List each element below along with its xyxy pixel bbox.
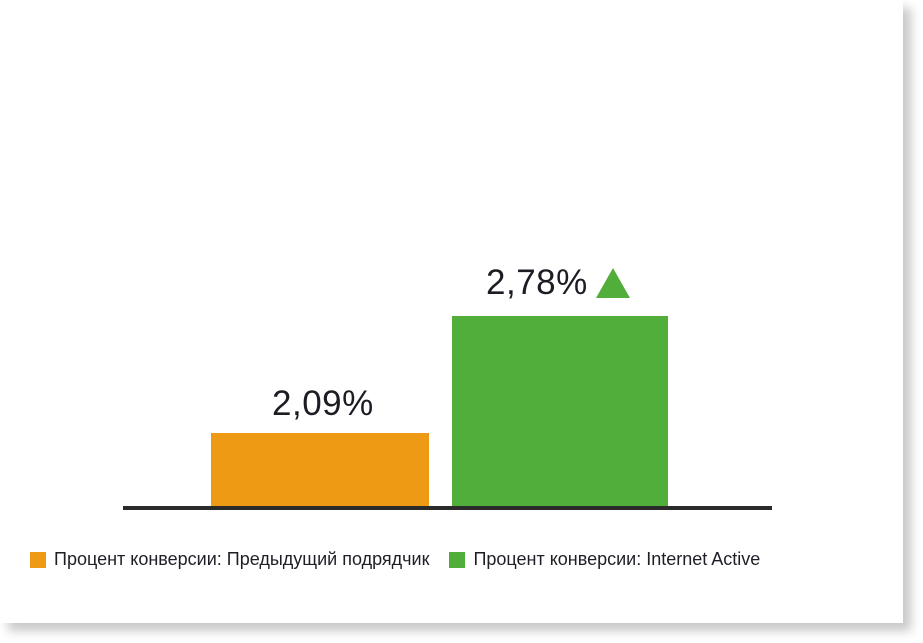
legend-swatch-orange [30, 551, 46, 568]
legend-item-previous-contractor: Процент конверсии: Предыдущий подрядчик [30, 549, 429, 570]
chart-card: 2,09% 2,78% Процент конверсии: Предыдущи… [30, 263, 780, 570]
legend-label: Процент конверсии: Internet Active [473, 549, 761, 569]
bar-previous-contractor [211, 433, 429, 508]
up-triangle-icon [596, 268, 630, 298]
bar-internet-active [452, 316, 668, 508]
legend-item-internet-active: Процент конверсии: Internet Active [449, 549, 760, 570]
bar-value-label-previous: 2,09% [272, 384, 374, 423]
chart-legend: Процент конверсии: Предыдущий подрядчик … [30, 549, 780, 570]
bar-value-label-internet-active: 2,78% [486, 263, 588, 302]
legend-swatch-green [449, 551, 466, 568]
legend-label: Процент конверсии: Предыдущий подрядчик [54, 549, 430, 569]
x-axis-baseline [123, 506, 772, 510]
